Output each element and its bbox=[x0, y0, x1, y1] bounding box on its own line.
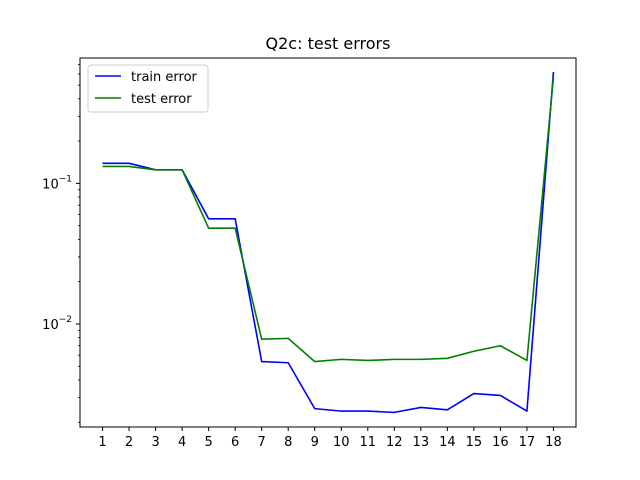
x-tick-label: 12 bbox=[386, 435, 403, 450]
y-tick-label-base: 10 bbox=[42, 318, 59, 333]
x-tick-label: 6 bbox=[231, 435, 239, 450]
x-tick-label: 18 bbox=[545, 435, 562, 450]
x-tick-label: 14 bbox=[439, 435, 456, 450]
x-tick-label: 1 bbox=[98, 435, 106, 450]
x-tick-label: 13 bbox=[413, 435, 430, 450]
y-tick-label: 10−1 bbox=[42, 174, 72, 192]
x-tick-label: 2 bbox=[125, 435, 133, 450]
x-tick-label: 8 bbox=[284, 435, 292, 450]
series-line-test-error bbox=[102, 77, 555, 363]
y-tick-label-exponent: −2 bbox=[59, 315, 72, 325]
x-tick-label: 9 bbox=[311, 435, 319, 450]
legend-label-test-error: test error bbox=[131, 92, 192, 107]
x-tick-label: 5 bbox=[205, 435, 213, 450]
legend: train error test error bbox=[87, 64, 209, 113]
x-tick-label: 16 bbox=[492, 435, 509, 450]
y-tick-label: 10−2 bbox=[42, 315, 72, 333]
legend-label-train-error: train error bbox=[131, 70, 198, 85]
x-tick-label: 10 bbox=[333, 435, 350, 450]
x-tick-label: 7 bbox=[258, 435, 266, 450]
x-tick-label: 3 bbox=[151, 435, 159, 450]
x-tick-label: 17 bbox=[519, 435, 536, 450]
x-tick-label: 4 bbox=[178, 435, 186, 450]
x-tick-label: 11 bbox=[360, 435, 377, 450]
plot-frame bbox=[79, 57, 577, 428]
lines-layer bbox=[102, 71, 555, 414]
y-tick-label-exponent: −1 bbox=[59, 174, 72, 184]
y-tick-label-base: 10 bbox=[42, 177, 59, 192]
chart-title: Q2c: test errors bbox=[266, 34, 391, 53]
x-tick-label: 15 bbox=[466, 435, 483, 450]
